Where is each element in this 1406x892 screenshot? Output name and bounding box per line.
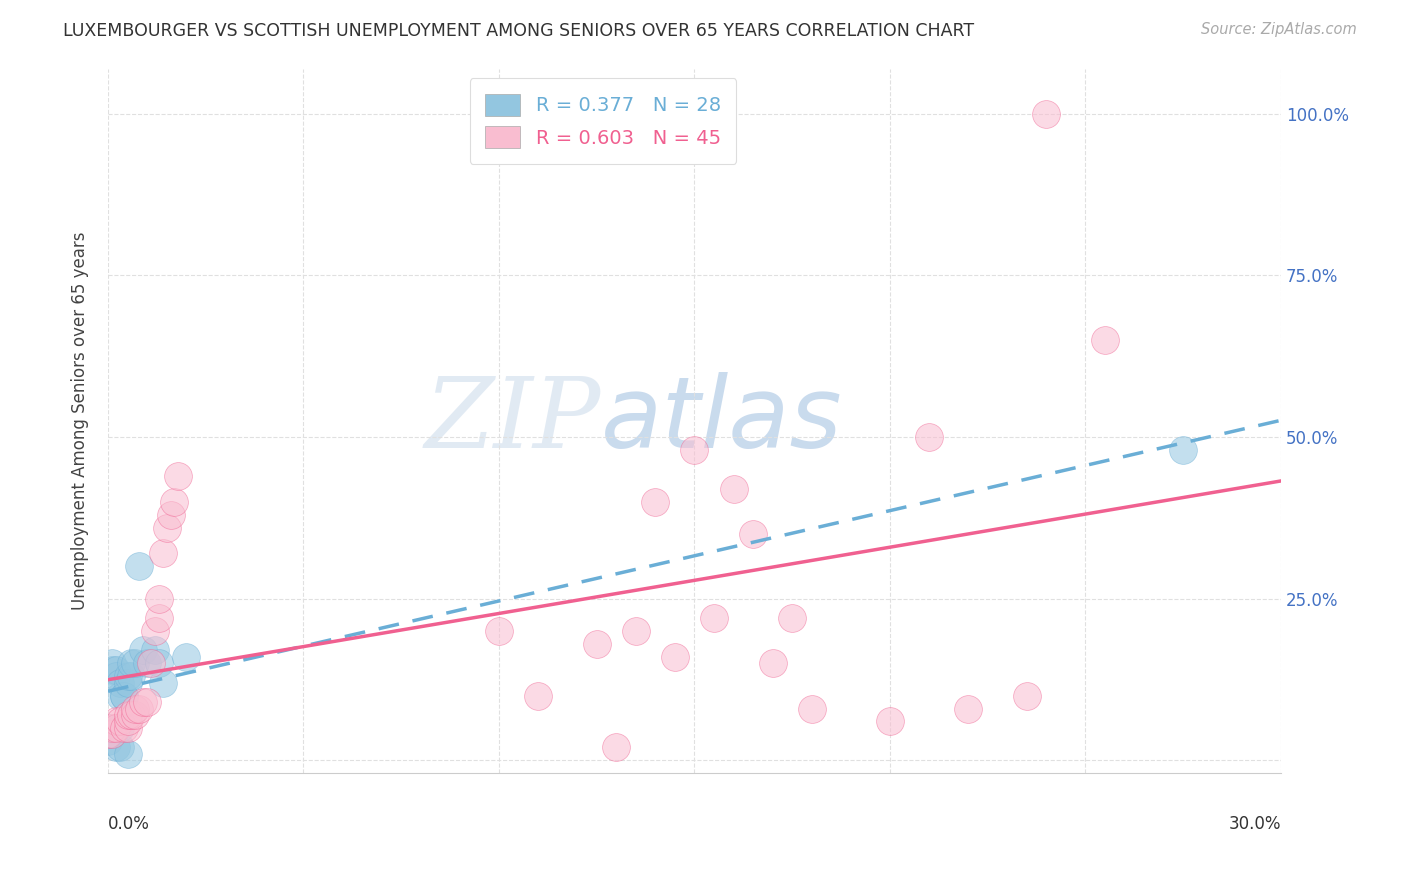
Y-axis label: Unemployment Among Seniors over 65 years: Unemployment Among Seniors over 65 years (72, 232, 89, 610)
Point (108, 689, 131, 703)
Point (112, 689, 135, 703)
Point (120, 657, 142, 671)
Point (139, 657, 162, 671)
Point (112, 689, 135, 703)
Point (117, 721, 139, 735)
Point (128, 701, 150, 715)
Point (143, 643, 166, 657)
Point (104, 740, 127, 755)
Point (101, 721, 124, 735)
Point (1094, 333, 1116, 347)
Legend: R = 0.377   N = 28, R = 0.603   N = 45: R = 0.377 N = 28, R = 0.603 N = 45 (470, 78, 737, 164)
Point (664, 649, 686, 664)
Point (120, 708, 142, 723)
Text: ZIP: ZIP (425, 373, 600, 468)
Point (112, 721, 135, 735)
Point (527, 689, 550, 703)
Point (163, 494, 186, 508)
Point (104, 721, 127, 735)
Point (124, 701, 146, 715)
Point (101, 663, 124, 677)
Point (117, 714, 139, 729)
Point (104, 663, 127, 677)
Point (644, 494, 666, 508)
Point (132, 643, 155, 657)
Point (108, 740, 131, 755)
Point (136, 695, 159, 709)
Point (1173, 442, 1195, 457)
Point (148, 657, 170, 671)
Point (120, 669, 142, 683)
Point (762, 657, 785, 671)
Point (117, 669, 139, 683)
Point (104, 669, 127, 683)
Text: LUXEMBOURGER VS SCOTTISH UNEMPLOYMENT AMONG SENIORS OVER 65 YEARS CORRELATION CH: LUXEMBOURGER VS SCOTTISH UNEMPLOYMENT AM… (63, 22, 974, 40)
Point (703, 611, 725, 625)
Text: Source: ZipAtlas.com: Source: ZipAtlas.com (1201, 22, 1357, 37)
Point (879, 714, 901, 729)
Point (152, 546, 174, 560)
Point (957, 701, 980, 715)
Point (136, 657, 159, 671)
Point (117, 708, 139, 723)
Point (124, 708, 146, 723)
Point (128, 559, 150, 574)
Point (97, 727, 120, 741)
Point (97, 734, 120, 748)
Point (624, 624, 647, 638)
Point (605, 740, 627, 755)
Point (117, 675, 139, 690)
Point (742, 527, 765, 541)
Point (1015, 689, 1038, 703)
Point (101, 657, 124, 671)
Point (723, 482, 745, 496)
Point (159, 508, 181, 522)
Point (1035, 107, 1057, 121)
Point (156, 520, 179, 534)
Point (918, 430, 941, 444)
Point (683, 442, 706, 457)
Point (117, 747, 139, 761)
Point (800, 701, 823, 715)
Point (124, 657, 146, 671)
Point (104, 714, 127, 729)
Point (488, 624, 510, 638)
Text: atlas: atlas (600, 372, 842, 469)
Point (108, 675, 131, 690)
Point (108, 714, 131, 729)
Point (152, 675, 174, 690)
Point (101, 727, 124, 741)
Text: 0.0%: 0.0% (108, 815, 150, 833)
Point (97, 721, 120, 735)
Point (132, 695, 155, 709)
Point (585, 637, 607, 651)
Point (148, 611, 170, 625)
Text: 30.0%: 30.0% (1229, 815, 1281, 833)
Point (143, 624, 166, 638)
Point (167, 468, 190, 483)
Point (101, 727, 124, 741)
Point (148, 591, 170, 606)
Point (108, 721, 131, 735)
Point (174, 649, 197, 664)
Point (780, 611, 803, 625)
